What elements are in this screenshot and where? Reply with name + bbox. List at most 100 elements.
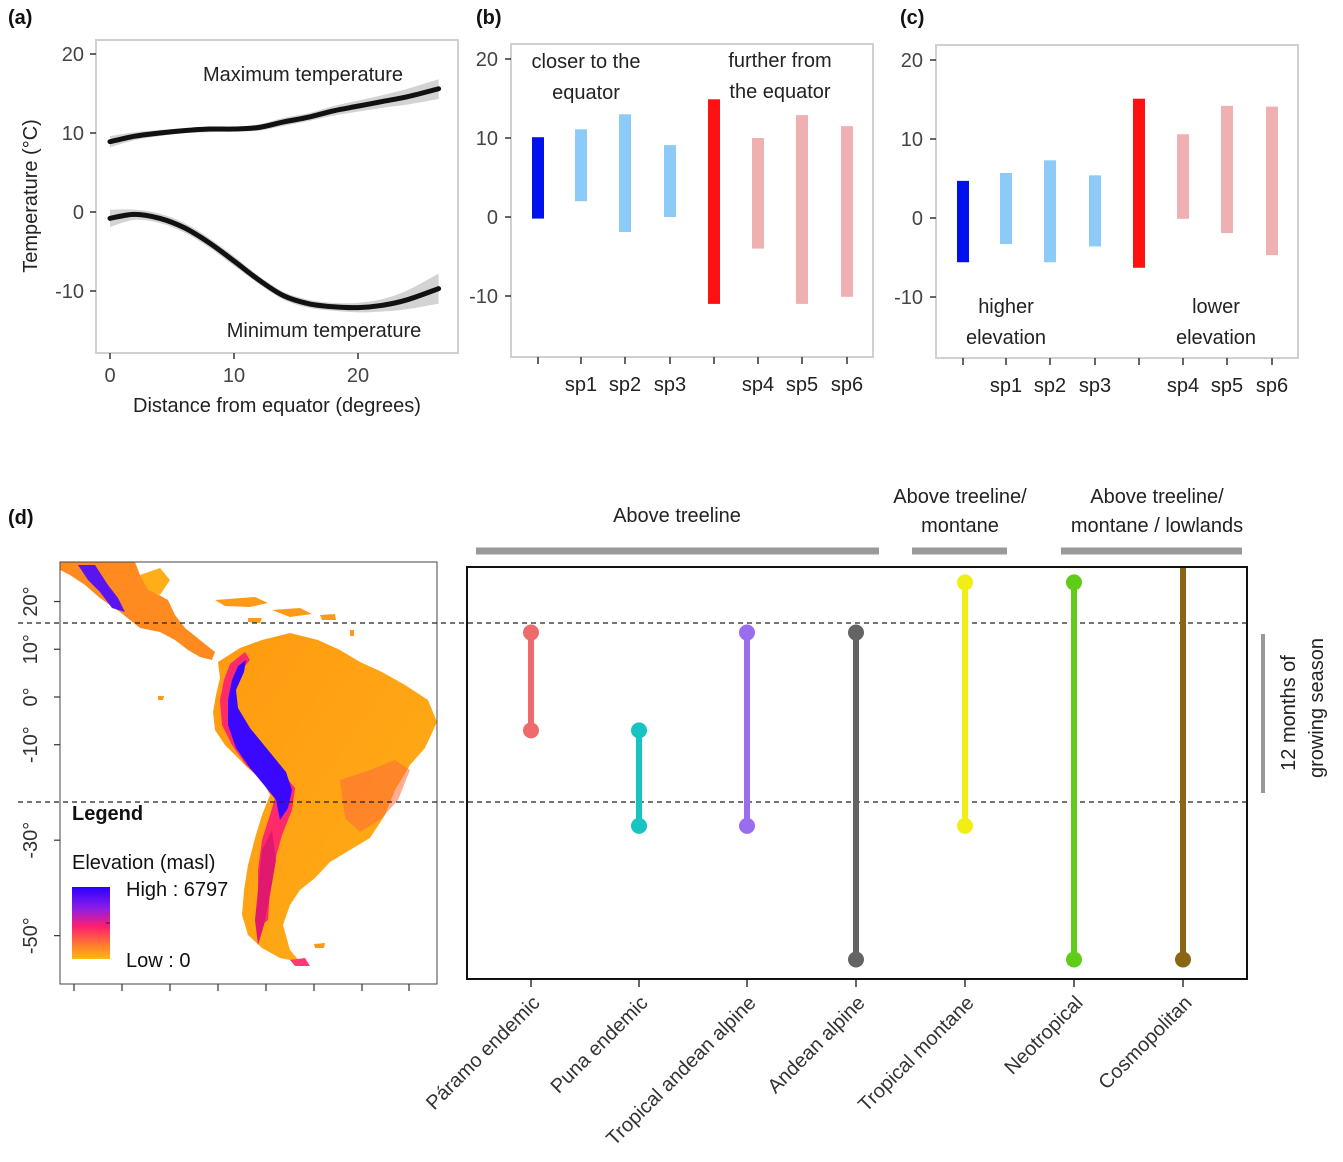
panel-a-xtick-label: 10 xyxy=(223,365,245,387)
panel-b-xtick-label: sp2 xyxy=(609,374,641,396)
range-point-top-0 xyxy=(523,624,539,641)
panel-b-xtick-label: sp1 xyxy=(565,374,597,396)
map-ytick-label: 10° xyxy=(20,634,42,664)
range-point-bottom-4 xyxy=(957,817,973,834)
range-category-label-6: Cosmopolitan xyxy=(1095,992,1197,1094)
panel-a-ytick-label: 20 xyxy=(62,44,84,66)
panel-c-xtick-label: sp3 xyxy=(1079,375,1111,397)
panel-c-bar-7 xyxy=(1266,106,1278,256)
map-galapagos xyxy=(158,696,164,700)
group-label-montane-line2: montane xyxy=(921,515,999,537)
group-label-above-treeline: Above treeline xyxy=(613,505,741,527)
panel-b-annotation-right-line1: further from xyxy=(728,50,831,72)
range-point-top-1 xyxy=(631,722,647,739)
panel-b-frame xyxy=(510,43,874,358)
panel-c-ytick-label: 0 xyxy=(912,208,923,230)
map-legend-gradient xyxy=(72,887,110,959)
range-point-bottom-1 xyxy=(631,817,647,834)
panel-label-d: (d) xyxy=(8,507,34,529)
panel-c-annotation-right-line2: elevation xyxy=(1176,327,1256,349)
panel-a-temperature-plot: Maximum temperature Minimum temperature … xyxy=(20,39,459,417)
map-frame xyxy=(59,561,438,985)
group-label-montane-line1: Above treeline/ xyxy=(893,486,1027,508)
panel-b-bar-4 xyxy=(708,99,720,304)
map-caribbean-islands xyxy=(215,597,354,636)
panel-b-xtick-label: sp6 xyxy=(831,374,863,396)
range-point-top-4 xyxy=(957,574,973,591)
map-tierra-del-fuego xyxy=(290,958,310,966)
map-andes-south xyxy=(255,830,276,945)
panel-b-bar-0 xyxy=(532,137,544,219)
panel-b-ytick-label: 20 xyxy=(476,49,498,71)
panel-c-annotation-right-line1: lower xyxy=(1192,296,1240,318)
range-point-bottom-3 xyxy=(848,951,864,968)
panel-a-xtick-label: 20 xyxy=(347,365,369,387)
group-label-lowlands-line2: montane / lowlands xyxy=(1071,515,1243,537)
range-point-bottom-0 xyxy=(523,722,539,739)
map-falklands xyxy=(314,943,325,948)
panel-b-xtick-label: sp3 xyxy=(654,374,686,396)
panel-c-bar-0 xyxy=(957,180,969,263)
map-legend-subtitle: Elevation (masl) xyxy=(72,852,215,874)
panel-a-x-axis-title: Distance from equator (degrees) xyxy=(133,395,421,417)
range-point-top-2 xyxy=(739,624,755,641)
panel-b-xtick-label: sp4 xyxy=(742,374,774,396)
panel-c-bar-4 xyxy=(1133,98,1145,268)
range-point-top-3 xyxy=(848,624,864,641)
panel-c-xtick-label: sp6 xyxy=(1256,375,1288,397)
panel-label-c: (c) xyxy=(900,7,924,29)
panel-c-annotation-left-line2: elevation xyxy=(966,327,1046,349)
panel-c-xtick-label: sp1 xyxy=(990,375,1022,397)
map-south-america xyxy=(213,633,437,962)
map-brazil-highlands xyxy=(340,760,410,832)
panel-a-ytick-label: -10 xyxy=(55,281,84,303)
panel-a-ribbon-1 xyxy=(110,209,439,313)
group-label-lowlands-line1: Above treeline/ xyxy=(1090,486,1224,508)
panel-label-b: (b) xyxy=(476,7,502,29)
range-point-top-5 xyxy=(1066,574,1082,591)
panel-c-bar-5 xyxy=(1177,134,1189,219)
panel-a-xtick-label: 0 xyxy=(104,365,115,387)
panel-b-bar-3 xyxy=(664,145,676,217)
panel-b-ytick-label: 0 xyxy=(487,207,498,229)
panel-a-line-1 xyxy=(107,211,442,311)
range-point-bottom-6 xyxy=(1175,951,1191,968)
panel-a-y-axis-title: Temperature (°C) xyxy=(20,119,42,273)
range-category-label-1: Puna endemic xyxy=(547,992,653,1098)
range-category-label-0: Páramo endemic xyxy=(422,992,544,1114)
panel-a-ribbon-0 xyxy=(110,79,439,148)
panel-b-ytick-label: 10 xyxy=(476,128,498,150)
map-ytick-label: -50° xyxy=(20,917,42,954)
panel-a-line-0 xyxy=(107,86,442,145)
range-point-bottom-5 xyxy=(1066,951,1082,968)
panel-b-bar-1 xyxy=(575,129,587,202)
panel-b-bar-7 xyxy=(841,126,853,297)
panel-c-annotation-left-line1: higher xyxy=(978,296,1034,318)
panel-c-ytick-label: 20 xyxy=(901,50,923,72)
panel-a-annotation-max: Maximum temperature xyxy=(203,64,403,86)
range-category-label-4: Tropical montane xyxy=(854,992,978,1116)
map-yucatan xyxy=(140,568,170,595)
panel-c-xtick-label: sp2 xyxy=(1034,375,1066,397)
growing-season-label-line2: growing season xyxy=(1306,638,1328,778)
ranges-frame xyxy=(466,566,1248,980)
map-andes-high xyxy=(228,660,292,820)
map-legend-high: High : 6797 xyxy=(126,879,228,901)
panel-b-ytick-label: -10 xyxy=(469,286,498,308)
map-legend-low: Low : 0 xyxy=(126,950,190,972)
panel-b-xtick-label: sp5 xyxy=(786,374,818,396)
range-point-bottom-2 xyxy=(739,817,755,834)
range-category-label-3: Andean alpine xyxy=(764,992,870,1098)
panel-b-range-bars: 20 10 0 -10 sp1 sp2 sp3 sp4 sp5 sp6 closer to the… xyxy=(469,43,874,396)
map-ytick-label: -10° xyxy=(20,726,42,763)
panel-b-bar-6 xyxy=(796,115,808,304)
map-ytick-label: 20° xyxy=(20,586,42,616)
panel-a-frame xyxy=(95,39,459,354)
panel-b-bar-2 xyxy=(619,114,631,233)
panel-c-range-bars: 20 10 0 -10 sp1 sp2 sp3 sp4 sp5 sp6 higher elevat… xyxy=(894,44,1299,397)
panel-a-annotation-min: Minimum temperature xyxy=(227,320,422,342)
panel-a-ytick-label: 0 xyxy=(73,202,84,224)
panel-c-xtick-label: sp5 xyxy=(1211,375,1243,397)
panel-d-elevation-map: 20° 10° 0° -10° -30° -50° Legend Elevation (m… xyxy=(20,561,438,991)
